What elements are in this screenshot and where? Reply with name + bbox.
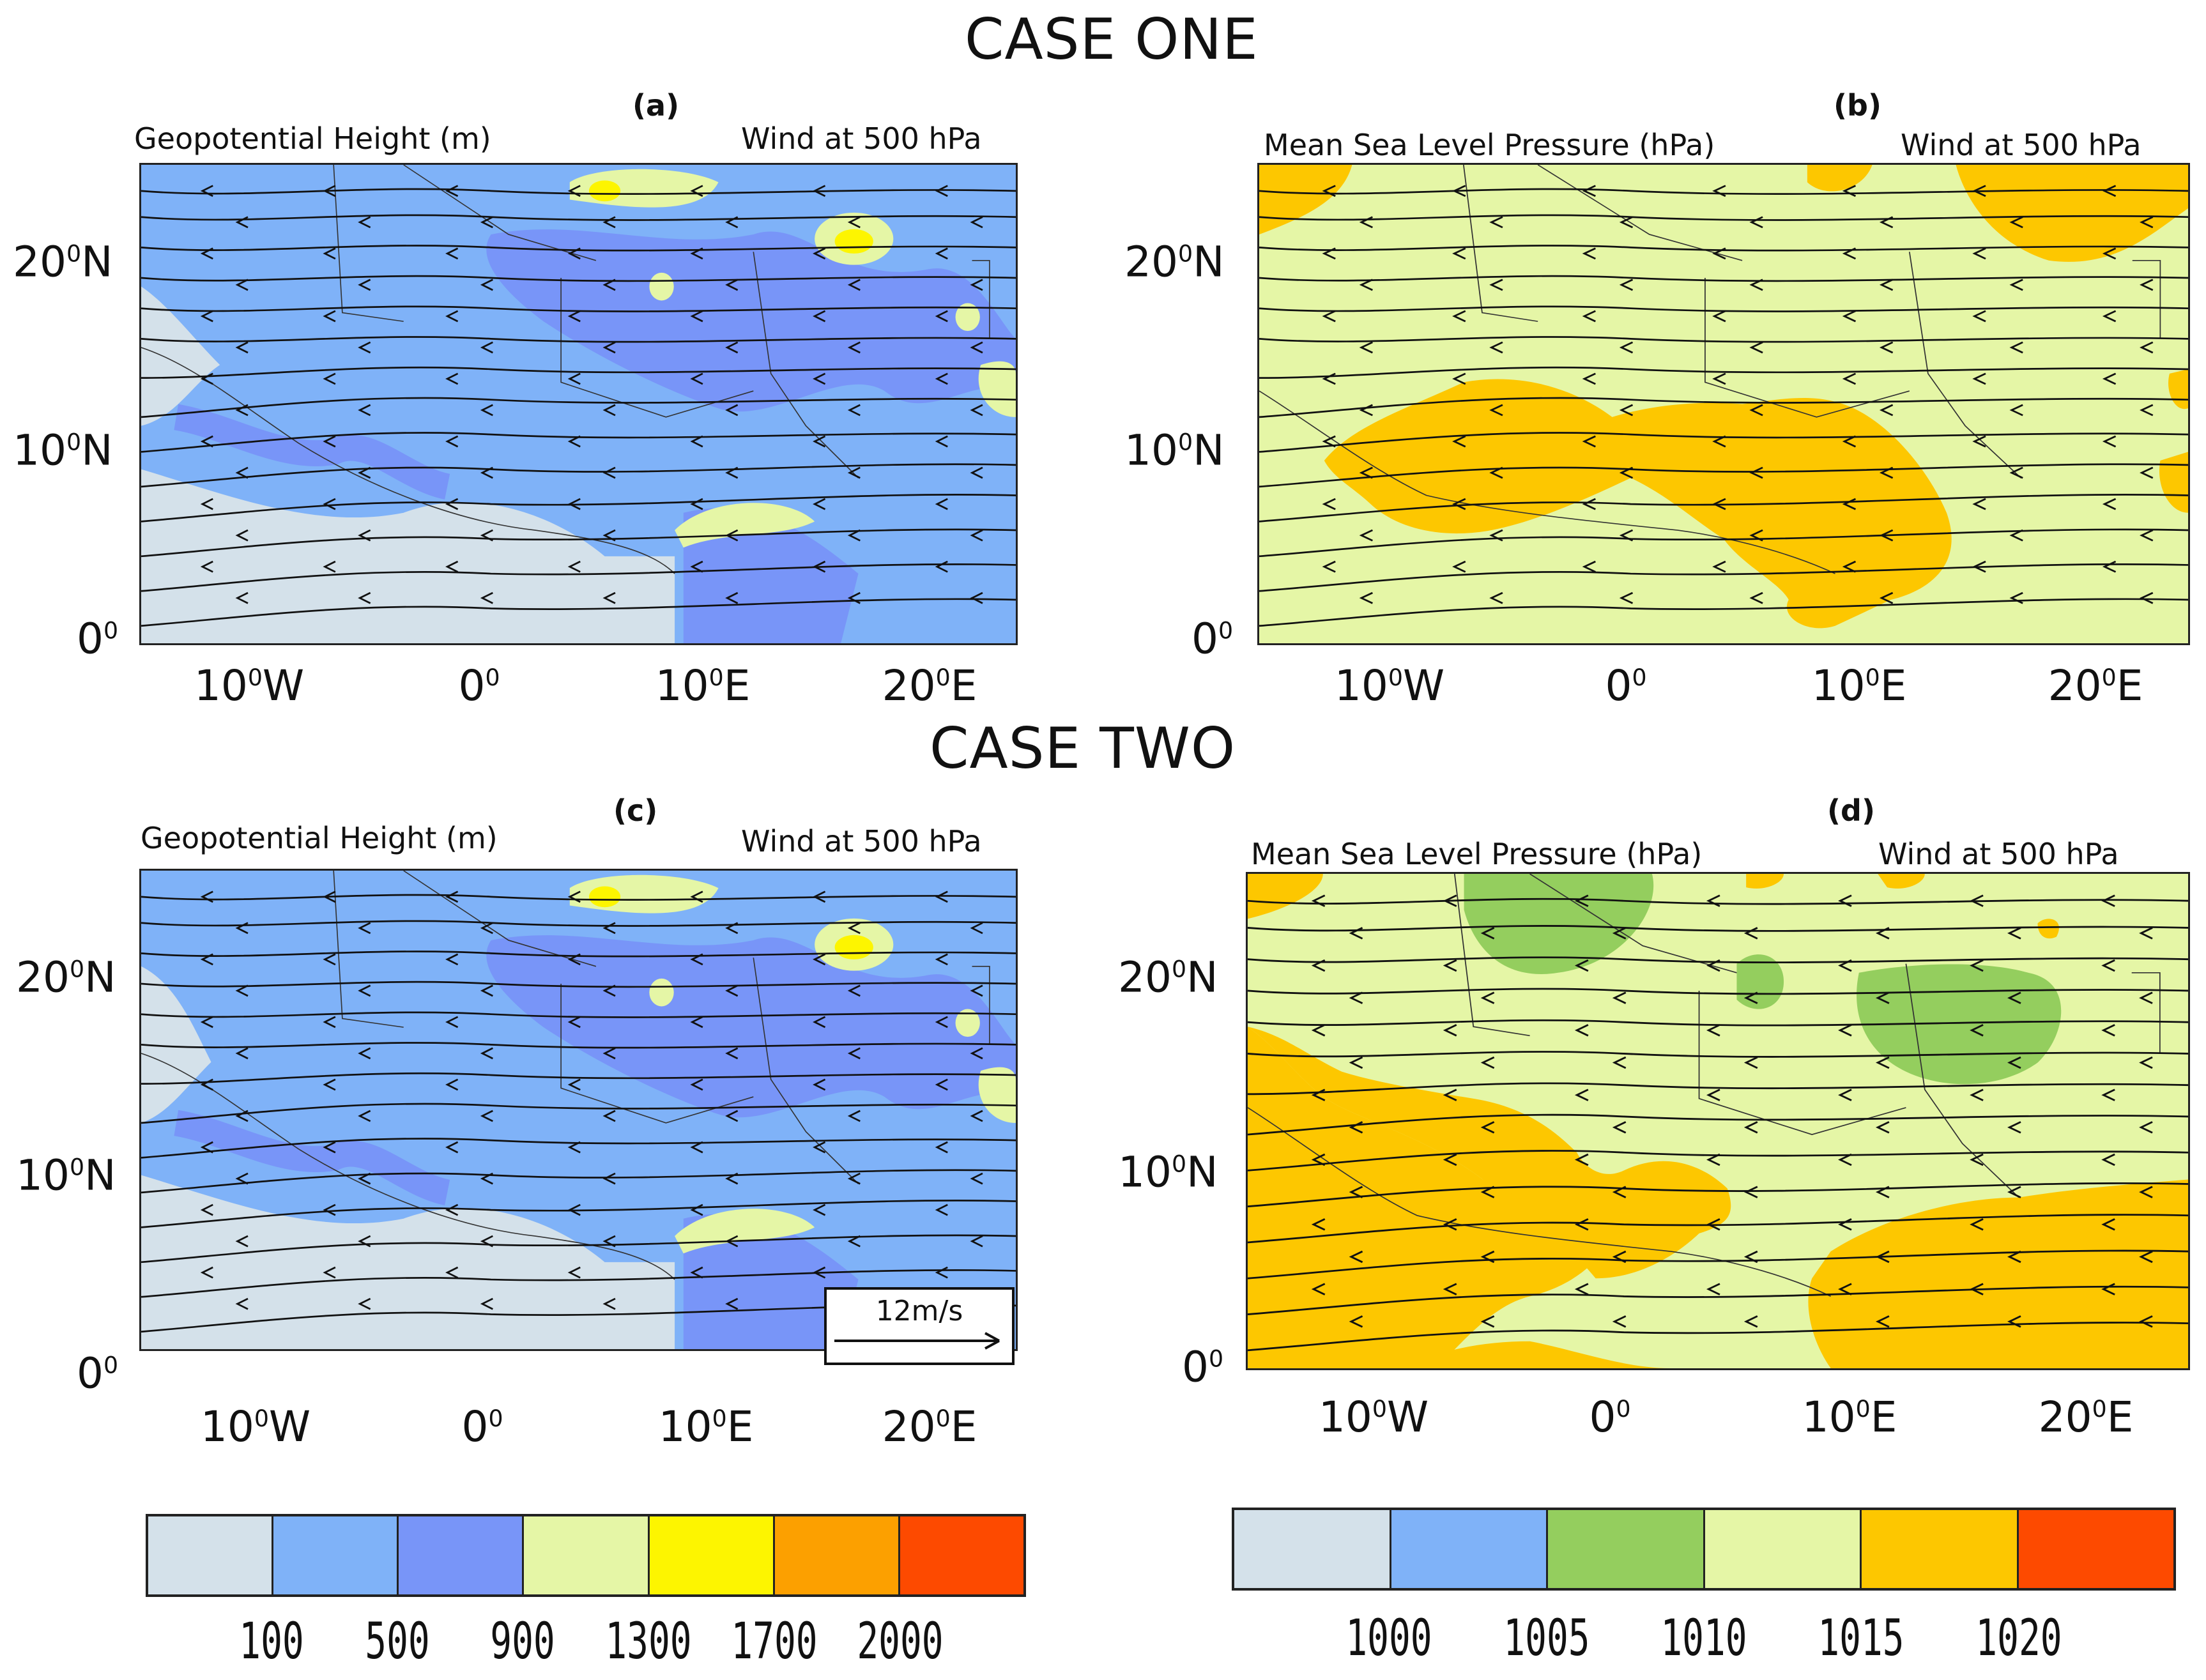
map-b-svg [1259,165,2188,643]
mslp-colorbar-label-1000: 1000 [1345,1610,1432,1667]
panel-a-ytick-0: 00 [77,614,119,664]
panel-a-variable-label: Geopotential Height (m) [134,121,491,156]
panel-b-ytick-10n: 100N [1124,425,1225,475]
mslp-swatch-4 [1704,1510,1862,1588]
panel-d-ytick-10n: 100N [1118,1147,1218,1197]
panel-b-xtick-0: 00 [1605,661,1647,710]
panel-d-xtick-0: 00 [1589,1393,1631,1442]
map-a-svg [141,165,1016,643]
gph-colorbar-label-1700: 1700 [731,1613,818,1670]
panel-a-wind-label: Wind at 500 hPa [741,121,982,156]
panel-d-variable-label: Mean Sea Level Pressure (hPa) [1251,837,1703,871]
panel-d-xtick-20e: 200E [2038,1393,2134,1442]
map-panel-d [1246,872,2190,1370]
panel-a-ytick-10n: 100N [13,425,113,475]
panel-c-variable-label: Geopotential Height (m) [141,821,498,855]
mslp-swatch-5 [1862,1510,2019,1588]
mslp-swatch-6 [2018,1510,2173,1588]
wind-scale-reference: 12m/s [824,1287,1015,1365]
panel-b-xtick-10e: 100E [1811,661,1907,710]
gph-colorbar-label-100: 100 [239,1613,304,1670]
gph-swatch-4 [524,1516,650,1594]
panel-c-xtick-20e: 200E [882,1402,977,1451]
map-panel-b [1257,163,2190,645]
panel-c-xtick-10w: 100W [200,1402,311,1451]
panel-d-ytick-0: 00 [1182,1342,1224,1392]
mslp-swatch-2 [1391,1510,1548,1588]
gph-colorbar-label-900: 900 [490,1613,555,1670]
panel-b-xtick-20e: 200E [2048,661,2143,710]
panel-d-xtick-10w: 100W [1318,1393,1429,1442]
mslp-colorbar-label-1010: 1010 [1660,1610,1747,1667]
panel-d-xtick-10e: 100E [1802,1393,1897,1442]
panel-a-xtick-10w: 100W [194,661,305,710]
gph-swatch-6 [774,1516,900,1594]
case-two-title: CASE TWO [930,715,1236,781]
panel-a-xtick-0: 00 [458,661,500,710]
panel-c-xtick-0: 00 [461,1402,503,1451]
panel-c-letter: (c) [613,793,658,828]
panel-b-variable-label: Mean Sea Level Pressure (hPa) [1264,128,1715,162]
panel-a-xtick-20e: 200E [882,661,977,710]
panel-b-xtick-10w: 100W [1334,661,1445,710]
gph-swatch-3 [399,1516,525,1594]
panel-d-letter: (d) [1827,793,1875,828]
wind-scale-arrow-icon [834,1332,1000,1350]
panel-c-wind-label: Wind at 500 hPa [741,824,982,859]
panel-c-ytick-0: 00 [77,1348,119,1398]
mslp-colorbar [1232,1508,2176,1591]
panel-c-xtick-10e: 100E [658,1402,754,1451]
gph-colorbar-label-1300: 1300 [605,1613,692,1670]
gph-colorbar-label-500: 500 [365,1613,430,1670]
panel-b-ytick-0: 00 [1191,614,1234,664]
panel-a-ytick-20n: 200N [13,237,113,287]
panel-b-letter: (b) [1834,88,1881,123]
map-panel-a [139,163,1018,645]
panel-c-ytick-20n: 200N [16,952,116,1002]
map-c-svg [141,871,1016,1349]
panel-d-wind-label: Wind at 500 hPa [1878,837,2119,871]
geopotential-height-colorbar [146,1514,1026,1597]
gph-swatch-7 [900,1516,1023,1594]
mslp-swatch-1 [1234,1510,1391,1588]
panel-a-xtick-10e: 100E [655,661,751,710]
mslp-swatch-3 [1548,1510,1705,1588]
map-d-svg [1248,874,2188,1368]
panel-b-wind-label: Wind at 500 hPa [1901,128,2141,162]
gph-swatch-5 [649,1516,775,1594]
wind-scale-label: 12m/s [875,1295,963,1327]
map-panel-c [139,869,1018,1351]
gph-colorbar-label-2000: 2000 [857,1613,944,1670]
mslp-colorbar-label-1005: 1005 [1503,1610,1590,1667]
gph-swatch-2 [273,1516,399,1594]
gph-swatch-1 [148,1516,274,1594]
panel-d-ytick-20n: 200N [1118,952,1218,1002]
panel-c-ytick-10n: 100N [16,1150,116,1200]
mslp-colorbar-label-1015: 1015 [1818,1610,1904,1667]
panel-b-ytick-20n: 200N [1124,237,1225,287]
mslp-colorbar-label-1020: 1020 [1975,1610,2062,1667]
case-one-title: CASE ONE [965,6,1259,72]
panel-a-letter: (a) [632,88,680,123]
